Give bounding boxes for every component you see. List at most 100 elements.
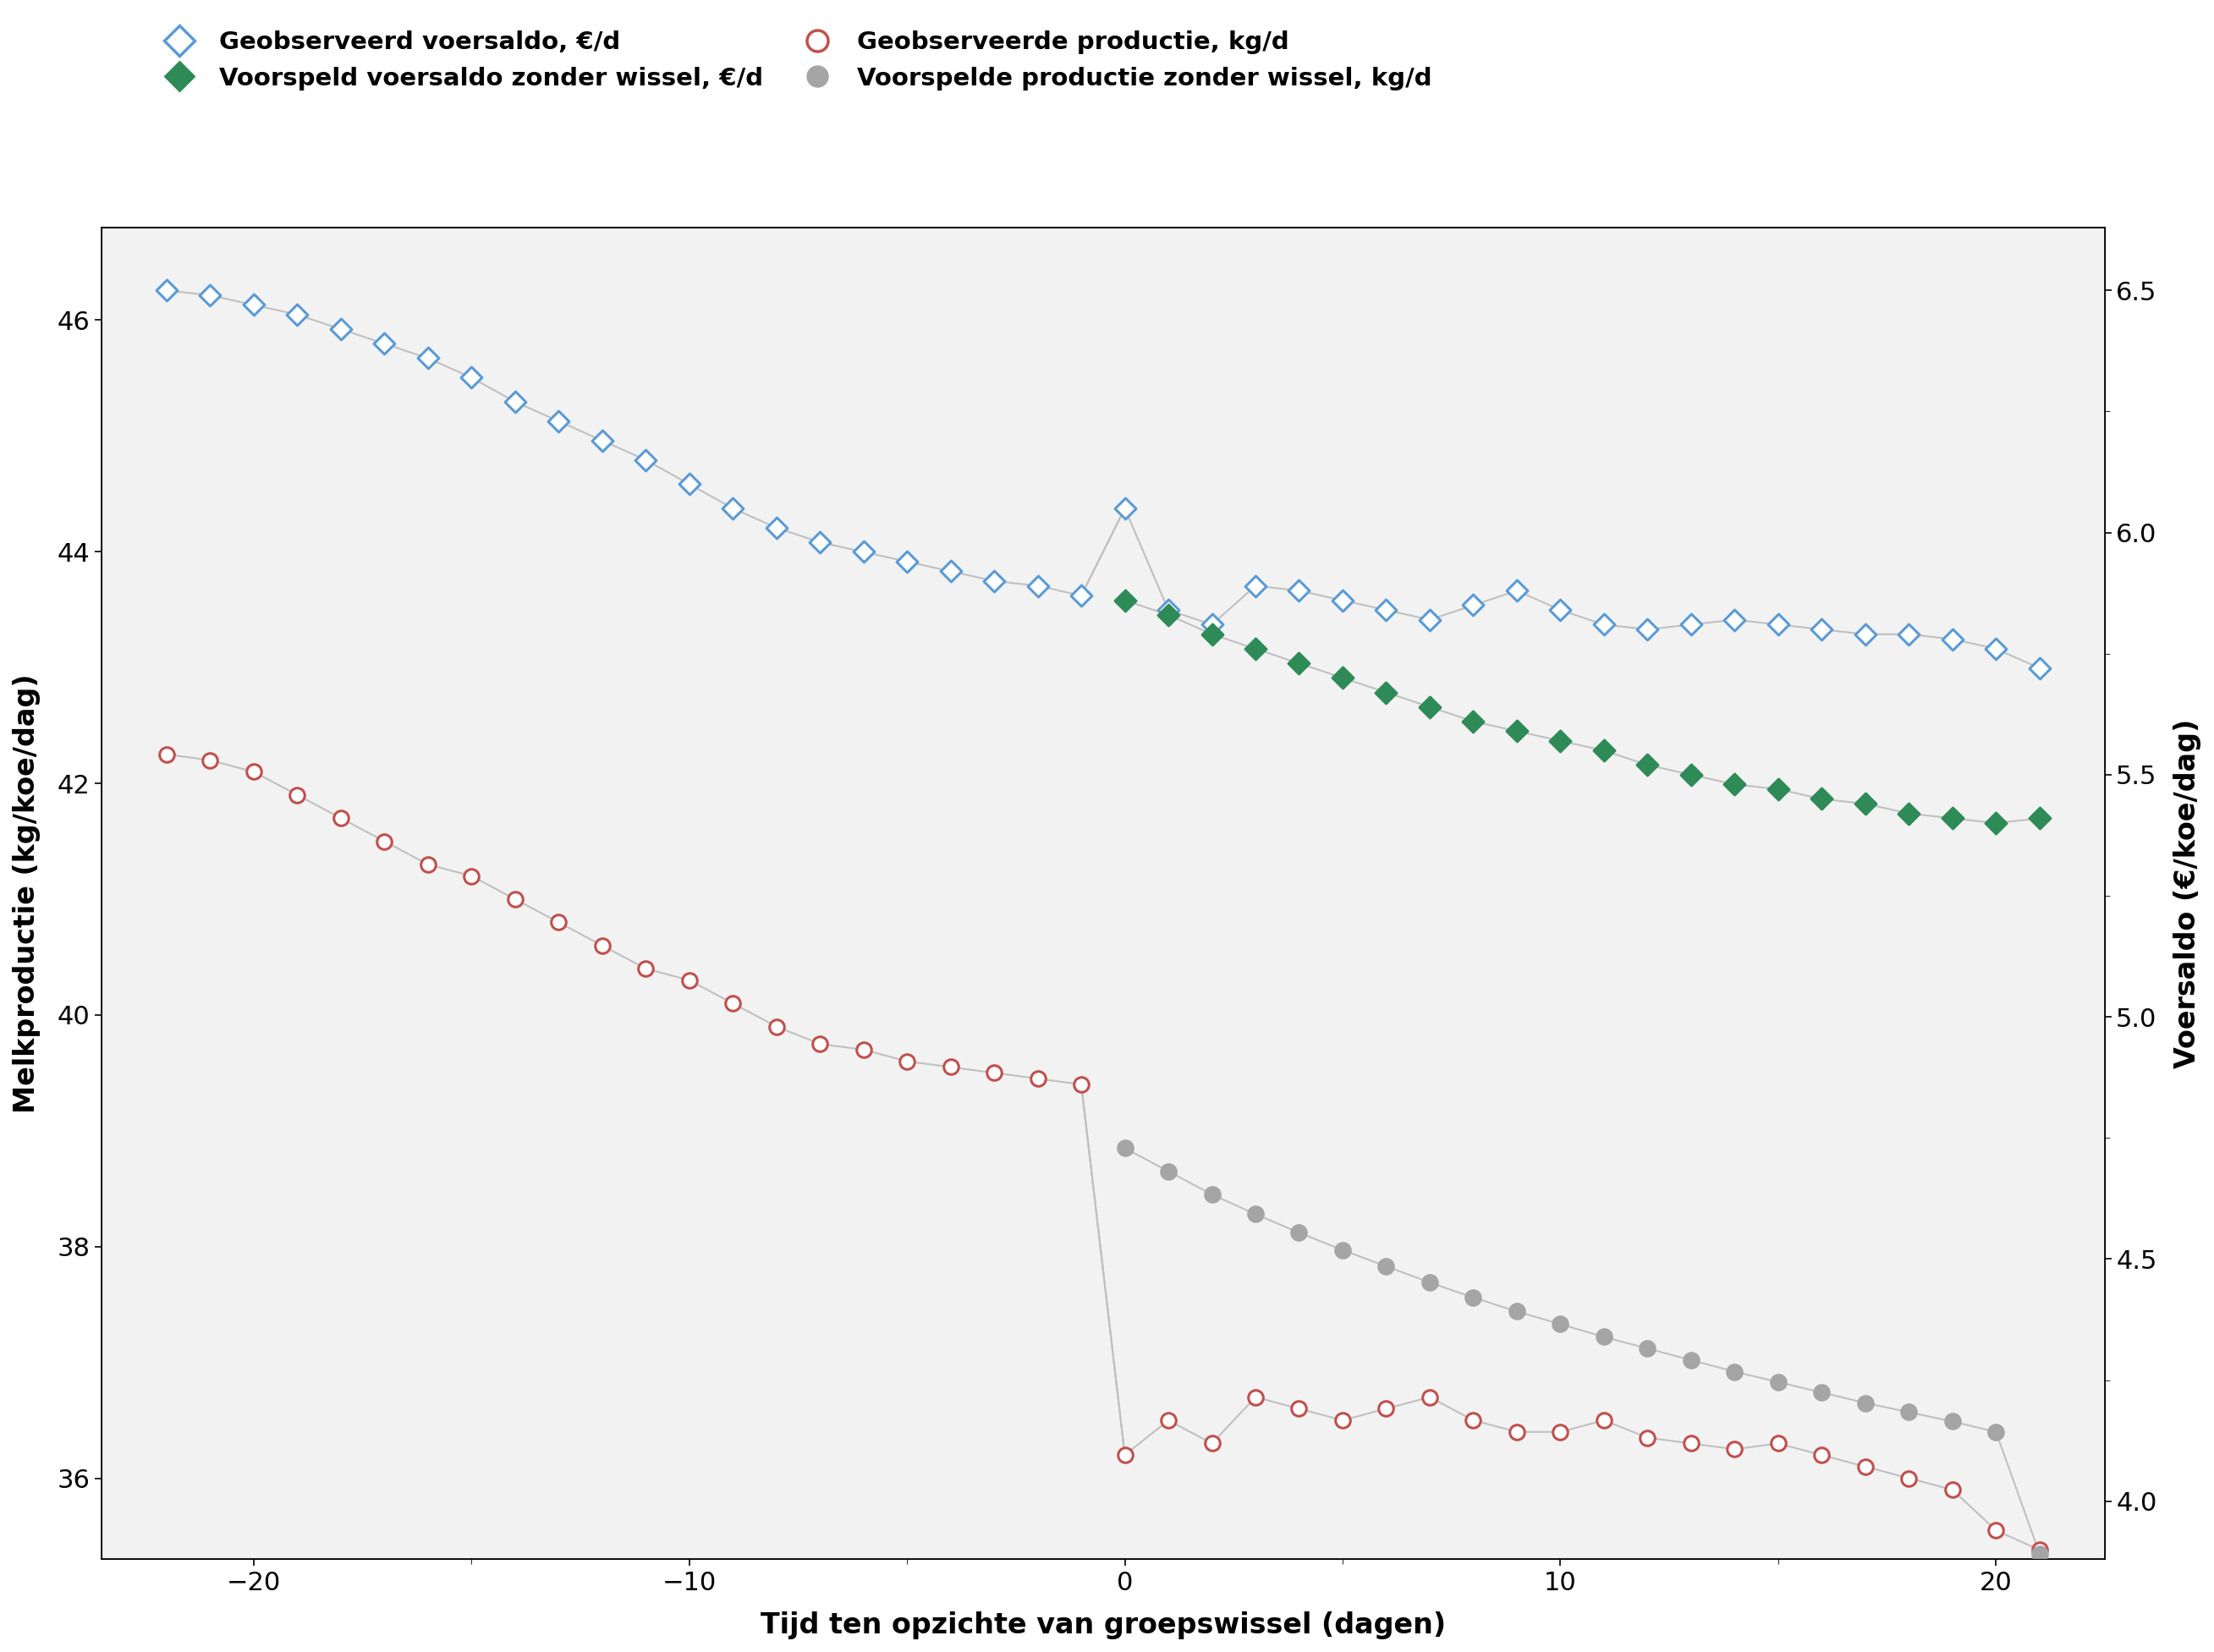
Point <box>1760 776 1796 803</box>
Point <box>671 471 706 497</box>
Point <box>1413 694 1448 720</box>
Point <box>890 1047 925 1074</box>
Point <box>846 539 881 565</box>
Point <box>1804 786 1840 813</box>
Point <box>148 278 184 304</box>
Point <box>801 1031 837 1057</box>
Point <box>584 428 620 454</box>
Point <box>1193 1181 1229 1208</box>
Point <box>323 805 359 831</box>
Point <box>323 316 359 342</box>
Point <box>1630 752 1665 778</box>
Point <box>1543 1419 1579 1446</box>
Point <box>1282 1396 1317 1422</box>
Point <box>237 292 272 319</box>
Point <box>1543 727 1579 753</box>
Point <box>1585 1323 1621 1350</box>
Point <box>1282 1219 1317 1246</box>
Point <box>1935 1408 1970 1434</box>
Point <box>1324 664 1359 691</box>
Point <box>540 408 576 434</box>
Point <box>1063 1070 1098 1097</box>
Point <box>1368 596 1404 623</box>
Point <box>279 781 314 808</box>
Point <box>193 282 228 309</box>
Point <box>1107 496 1142 522</box>
Point <box>759 1013 795 1039</box>
Point <box>1585 1408 1621 1434</box>
Point <box>1760 1431 1796 1457</box>
Point <box>1543 596 1579 623</box>
Point <box>1368 679 1404 705</box>
Point <box>1630 1424 1665 1450</box>
Point <box>1979 1517 2015 1543</box>
Point <box>1413 606 1448 633</box>
Point <box>1151 1158 1187 1184</box>
Point <box>1455 709 1490 735</box>
Point <box>1324 586 1359 613</box>
Point <box>715 496 751 522</box>
Point <box>1846 1454 1882 1480</box>
Point <box>584 932 620 958</box>
Point <box>715 990 751 1016</box>
Point <box>1935 805 1970 831</box>
Point <box>1979 1419 2015 1446</box>
Point <box>279 301 314 327</box>
Point <box>932 558 968 585</box>
Point <box>759 514 795 540</box>
Point <box>890 548 925 575</box>
Point <box>1499 719 1534 745</box>
Point <box>1891 1399 1926 1426</box>
Point <box>1324 1408 1359 1434</box>
Point <box>1543 1312 1579 1338</box>
Point <box>1499 1419 1534 1446</box>
Point <box>1368 1396 1404 1422</box>
Point <box>1413 1269 1448 1295</box>
Point <box>1846 1389 1882 1416</box>
Point <box>1891 621 1926 648</box>
Point <box>1238 573 1273 600</box>
Point <box>2021 1540 2057 1566</box>
Point <box>148 742 184 768</box>
Point <box>1891 1465 1926 1492</box>
Point <box>2021 805 2057 831</box>
Point <box>1499 1298 1534 1325</box>
Point <box>1107 1135 1142 1161</box>
Point <box>410 345 445 372</box>
Point <box>1193 1431 1229 1457</box>
Point <box>1716 771 1751 798</box>
Point <box>368 330 403 357</box>
Point <box>1630 616 1665 643</box>
Point <box>1674 762 1709 788</box>
Point <box>1021 573 1056 600</box>
Point <box>1063 582 1098 608</box>
Point <box>1585 611 1621 638</box>
Point <box>2021 1536 2057 1563</box>
X-axis label: Tijd ten opzichte van groepswissel (dagen): Tijd ten opzichte van groepswissel (dage… <box>759 1611 1446 1639</box>
Point <box>1935 1477 1970 1503</box>
Point <box>1021 1066 1056 1092</box>
Point <box>540 909 576 935</box>
Point <box>193 747 228 773</box>
Point <box>1151 596 1187 623</box>
Point <box>1804 616 1840 643</box>
Point <box>976 568 1012 595</box>
Point <box>1716 1436 1751 1462</box>
Point <box>1107 1442 1142 1469</box>
Point <box>1151 601 1187 628</box>
Point <box>237 758 272 785</box>
Point <box>1368 1254 1404 1280</box>
Point <box>454 365 489 392</box>
Point <box>1630 1335 1665 1361</box>
Point <box>1674 1431 1709 1457</box>
Point <box>1238 636 1273 662</box>
Point <box>1935 626 1970 653</box>
Point <box>1238 1201 1273 1227</box>
Point <box>1324 1237 1359 1264</box>
Point <box>1716 606 1751 633</box>
Point <box>846 1036 881 1062</box>
Point <box>629 955 664 981</box>
Point <box>629 446 664 472</box>
Point <box>1193 611 1229 638</box>
Point <box>368 828 403 854</box>
